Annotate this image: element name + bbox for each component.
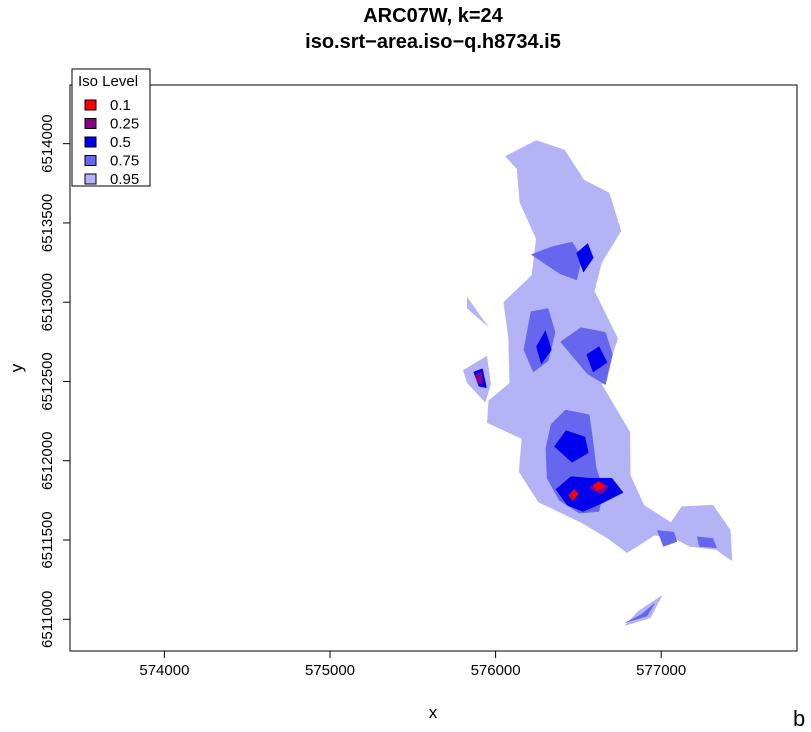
x-tick-label: 574000 bbox=[139, 662, 189, 679]
iso-level-0.75-polygon-2 bbox=[523, 308, 556, 373]
y-tick-label: 6511500 bbox=[39, 511, 56, 568]
x-tick-label: 577000 bbox=[636, 662, 686, 679]
y-axis-label: y bbox=[7, 363, 26, 372]
plot-frame bbox=[69, 84, 798, 652]
legend: Iso Level 0.1 0.250.5 0.750.95 bbox=[71, 68, 151, 188]
iso-level-0.5-polygon-1 bbox=[576, 243, 594, 273]
iso-level-0.75-polygon-7 bbox=[625, 603, 655, 623]
legend-label-0.75: 0.75 bbox=[110, 153, 139, 170]
x-tick-label: 575000 bbox=[305, 662, 355, 679]
iso-level-0.5-polygon-3 bbox=[586, 346, 608, 373]
iso-level-0.1-polygon-1 bbox=[568, 488, 579, 501]
legend-title: Iso Level bbox=[78, 73, 138, 90]
y-tick-label: 6514000 bbox=[39, 114, 56, 172]
iso-level-0.75-polygon-5 bbox=[657, 530, 678, 547]
iso-level-0.1-polygon-2 bbox=[592, 481, 606, 492]
legend-swatch-0.25 bbox=[84, 118, 97, 129]
y-tick-label: 6512000 bbox=[39, 432, 56, 490]
y-tick-label: 6512500 bbox=[39, 352, 56, 410]
x-axis-label: x bbox=[429, 703, 438, 722]
legend-swatch-0.95 bbox=[84, 173, 97, 185]
iso-level-0.5-polygon-4 bbox=[554, 430, 589, 463]
legend-label-0.5: 0.5 bbox=[110, 134, 131, 151]
figure-panel-letter: b bbox=[793, 706, 806, 731]
y-tick-label: 6513500 bbox=[39, 194, 56, 252]
chart-subtitle: iso.srt−area.iso−q.h8734.i5 bbox=[305, 31, 561, 53]
legend-label-0.95: 0.95 bbox=[110, 171, 139, 188]
legend-swatch-0.75 bbox=[84, 155, 97, 166]
y-tick-label: 6511000 bbox=[39, 591, 56, 648]
y-tick-label: 6513000 bbox=[39, 273, 56, 331]
iso-level-0.75-polygon-6 bbox=[696, 536, 718, 549]
legend-swatch-0.5 bbox=[84, 136, 97, 148]
iso-level-0.5-polygon-2 bbox=[536, 330, 552, 365]
legend-label-0.1: 0.1 bbox=[110, 97, 131, 114]
chart-title: ARC07W, k=24 bbox=[363, 5, 503, 27]
x-tick-label: 576000 bbox=[471, 662, 521, 679]
y-axis: 6511000 6511500 6512000 6512500 6513000 65135… bbox=[39, 114, 70, 648]
iso-area-layer bbox=[463, 140, 733, 627]
x-axis: 574000 575000 576000 577000 bbox=[139, 651, 686, 679]
iso-level-0.75-polygon-3 bbox=[560, 327, 613, 385]
iso-level-0.25-polygon-1 bbox=[475, 371, 483, 385]
iso-level-0.95-polygon-4 bbox=[467, 296, 488, 327]
legend-label-0.25: 0.25 bbox=[110, 116, 139, 133]
legend-swatch-0.1 bbox=[84, 99, 97, 111]
